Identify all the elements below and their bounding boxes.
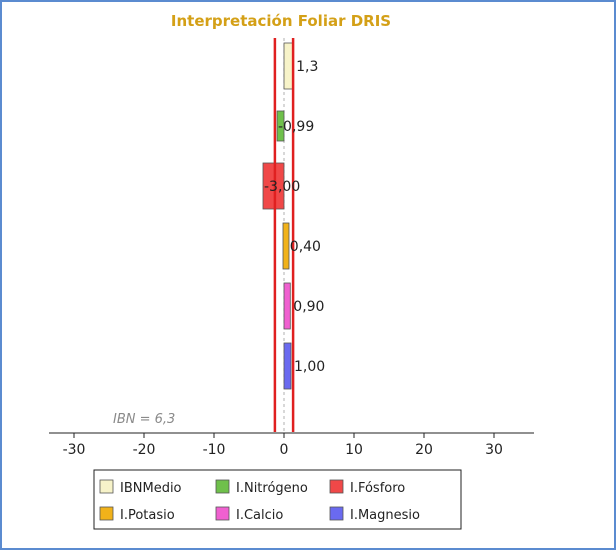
- data-label-5: 0,90: [293, 299, 324, 315]
- data-label-2: -0,99: [278, 119, 314, 135]
- legend-label-6: I.Magnesio: [350, 508, 420, 523]
- data-label-6: 1,00: [294, 359, 325, 375]
- x-tick-label-2: -20: [133, 442, 156, 458]
- data-label-3: -3,00: [264, 179, 300, 195]
- legend-label-3: I.Fósforo: [350, 481, 405, 496]
- legend-swatch-1: [99, 479, 114, 494]
- bar-3: [262, 162, 285, 210]
- x-tick-label-4: 0: [280, 442, 289, 458]
- x-tick-label-3: -10: [203, 442, 226, 458]
- bars-layer: 1,3 -0,99 -3,00 0,40 0,90 1,00: [262, 38, 325, 432]
- data-label-1: 1,3: [296, 59, 318, 75]
- legend-label-1: IBNMedio: [120, 481, 182, 496]
- legend-label-4: I.Potasio: [120, 508, 175, 523]
- x-tick-label-5: 10: [345, 442, 363, 458]
- bar-4: [282, 222, 290, 270]
- bar-6: [283, 342, 292, 390]
- x-tick-label-7: 30: [485, 442, 503, 458]
- chart-title: Interpretación Foliar DRIS: [171, 12, 391, 30]
- legend-swatch-2: [215, 479, 230, 494]
- legend-swatch-4: [99, 506, 114, 521]
- legend-swatch-3: [329, 479, 344, 494]
- legend-swatch-6: [329, 506, 344, 521]
- legend-label-5: I.Calcio: [236, 508, 283, 523]
- legend-box: [93, 469, 462, 530]
- legend: IBNMedio I.Nitrógeno I.Fósforo I.Potasio I.C…: [93, 469, 462, 530]
- ibn-annotation: IBN = 6,3: [113, 412, 175, 427]
- x-axis: -30 -20 -10 0 10 20 30: [49, 432, 534, 458]
- data-label-4: 0,40: [290, 239, 321, 255]
- bar-2: [276, 110, 285, 142]
- bar-5: [283, 282, 291, 330]
- x-tick-label-1: -30: [63, 442, 86, 458]
- legend-swatch-5: [215, 506, 230, 521]
- x-tick-label-6: 20: [415, 442, 433, 458]
- bar-1: [283, 42, 294, 90]
- legend-label-2: I.Nitrógeno: [236, 481, 308, 496]
